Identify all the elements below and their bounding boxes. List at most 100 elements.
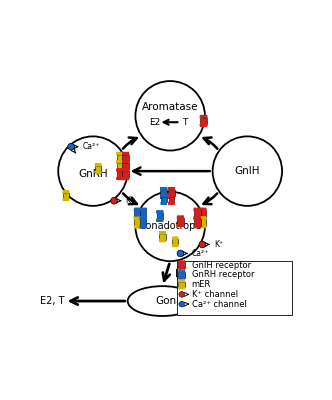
Text: GnRH receptor: GnRH receptor bbox=[192, 270, 254, 279]
Polygon shape bbox=[124, 160, 125, 163]
Polygon shape bbox=[160, 187, 162, 190]
Polygon shape bbox=[168, 196, 169, 199]
Polygon shape bbox=[122, 152, 123, 154]
Polygon shape bbox=[166, 187, 167, 190]
Polygon shape bbox=[162, 187, 163, 190]
Bar bbox=[172, 239, 178, 244]
Polygon shape bbox=[177, 237, 178, 239]
Polygon shape bbox=[117, 152, 118, 154]
Polygon shape bbox=[122, 160, 123, 163]
Polygon shape bbox=[172, 202, 173, 205]
Polygon shape bbox=[172, 196, 173, 199]
Polygon shape bbox=[169, 194, 170, 196]
Polygon shape bbox=[122, 168, 123, 171]
Polygon shape bbox=[198, 226, 199, 228]
Polygon shape bbox=[141, 208, 142, 210]
Bar bbox=[200, 118, 207, 124]
Polygon shape bbox=[139, 217, 141, 219]
Polygon shape bbox=[139, 208, 141, 210]
Polygon shape bbox=[165, 194, 166, 196]
Polygon shape bbox=[142, 217, 144, 219]
Polygon shape bbox=[123, 160, 124, 163]
Polygon shape bbox=[197, 217, 198, 219]
Polygon shape bbox=[165, 202, 166, 205]
Polygon shape bbox=[140, 226, 141, 228]
Polygon shape bbox=[142, 208, 144, 210]
Polygon shape bbox=[180, 280, 182, 282]
Polygon shape bbox=[67, 190, 68, 193]
Bar bbox=[134, 219, 141, 226]
Polygon shape bbox=[163, 240, 164, 242]
Polygon shape bbox=[180, 270, 182, 272]
Polygon shape bbox=[117, 168, 118, 171]
Polygon shape bbox=[177, 224, 178, 227]
Polygon shape bbox=[159, 240, 160, 242]
Polygon shape bbox=[194, 208, 195, 210]
Bar bbox=[178, 262, 185, 268]
Polygon shape bbox=[135, 208, 137, 210]
Polygon shape bbox=[180, 224, 181, 227]
Bar bbox=[161, 196, 167, 202]
Polygon shape bbox=[142, 217, 144, 219]
Polygon shape bbox=[194, 216, 195, 219]
Polygon shape bbox=[141, 226, 142, 228]
Polygon shape bbox=[201, 217, 202, 219]
Polygon shape bbox=[201, 208, 202, 210]
Polygon shape bbox=[128, 152, 129, 154]
Polygon shape bbox=[171, 202, 172, 205]
Bar bbox=[134, 210, 141, 217]
Bar bbox=[63, 193, 69, 198]
Polygon shape bbox=[63, 198, 64, 201]
Polygon shape bbox=[164, 187, 166, 190]
Circle shape bbox=[179, 301, 185, 307]
Bar bbox=[122, 154, 129, 161]
Polygon shape bbox=[99, 163, 100, 166]
Polygon shape bbox=[126, 152, 127, 154]
Polygon shape bbox=[122, 169, 123, 172]
Bar bbox=[178, 272, 185, 278]
Polygon shape bbox=[206, 115, 207, 118]
Polygon shape bbox=[182, 278, 183, 280]
Polygon shape bbox=[163, 231, 164, 234]
Polygon shape bbox=[204, 226, 205, 228]
Polygon shape bbox=[123, 178, 124, 180]
Polygon shape bbox=[67, 198, 68, 201]
Polygon shape bbox=[173, 244, 174, 247]
Polygon shape bbox=[98, 171, 99, 174]
Text: E2, T: E2, T bbox=[40, 296, 64, 306]
Circle shape bbox=[111, 197, 118, 204]
Polygon shape bbox=[202, 124, 203, 127]
Polygon shape bbox=[120, 160, 121, 163]
Polygon shape bbox=[205, 208, 206, 210]
Polygon shape bbox=[138, 208, 139, 210]
Polygon shape bbox=[195, 217, 197, 219]
Polygon shape bbox=[137, 208, 138, 210]
Polygon shape bbox=[124, 152, 125, 154]
Bar bbox=[140, 210, 146, 217]
Polygon shape bbox=[137, 217, 138, 219]
Polygon shape bbox=[163, 194, 164, 196]
Polygon shape bbox=[158, 219, 159, 222]
Polygon shape bbox=[161, 240, 162, 242]
Polygon shape bbox=[194, 226, 195, 228]
Polygon shape bbox=[161, 194, 162, 196]
Text: Gonadotrope: Gonadotrope bbox=[138, 222, 202, 232]
Polygon shape bbox=[140, 217, 141, 219]
Text: E2: E2 bbox=[149, 118, 160, 127]
Bar bbox=[200, 219, 206, 226]
Bar bbox=[140, 219, 146, 226]
Polygon shape bbox=[164, 194, 165, 196]
Polygon shape bbox=[179, 224, 180, 227]
Polygon shape bbox=[144, 208, 145, 210]
Text: T: T bbox=[182, 118, 187, 127]
Polygon shape bbox=[96, 163, 97, 166]
Polygon shape bbox=[141, 217, 142, 219]
Circle shape bbox=[135, 192, 205, 261]
Bar bbox=[117, 171, 123, 178]
Polygon shape bbox=[179, 280, 180, 282]
Bar bbox=[117, 154, 123, 161]
Polygon shape bbox=[170, 194, 171, 196]
Polygon shape bbox=[205, 217, 206, 219]
Polygon shape bbox=[161, 202, 162, 205]
Polygon shape bbox=[125, 169, 126, 172]
